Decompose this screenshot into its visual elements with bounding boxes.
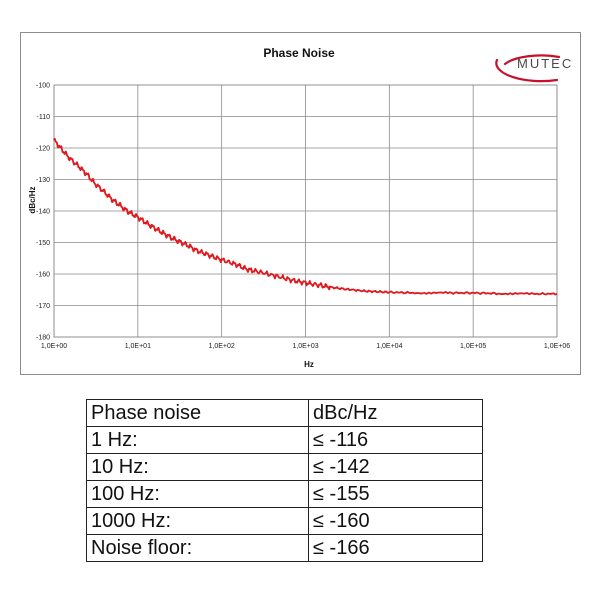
table-cell: ≤ -160 — [308, 507, 483, 535]
tick-labels: -100-110-120-130-140-150-160-170-1801,0E… — [36, 83, 570, 351]
y-tick-label: -110 — [37, 114, 51, 121]
table-cell: 100 Hz: — [86, 480, 309, 508]
y-tick-label: -150 — [36, 240, 50, 247]
logo-swoosh-bottom — [495, 58, 559, 83]
table-row: 1 Hz: ≤ -116 — [86, 426, 483, 454]
logo-swoosh-top — [503, 54, 561, 66]
table-cell: 1 Hz: — [86, 426, 309, 454]
table-cell: 10 Hz: — [86, 453, 309, 481]
x-tick-label: 1,0E+02 — [209, 343, 235, 350]
x-tick-label: 1,0E+04 — [376, 343, 402, 350]
table-cell: 1000 Hz: — [86, 507, 309, 535]
table-cell: Phase noise — [86, 399, 309, 427]
table-row: 100 Hz: ≤ -155 — [86, 480, 483, 508]
table-cell: dBc/Hz — [308, 399, 483, 427]
y-tick-label: -180 — [36, 335, 50, 342]
y-tick-label: -120 — [36, 146, 50, 153]
table-cell: ≤ -155 — [308, 480, 483, 508]
table-cell: ≤ -166 — [308, 534, 483, 562]
y-axis-title: dBc/Hz — [28, 186, 37, 213]
x-tick-label: 1,0E+01 — [125, 343, 151, 350]
x-axis-title: Hz — [304, 360, 314, 369]
table-cell: Noise floor: — [86, 534, 309, 562]
y-tick-label: -160 — [36, 272, 50, 279]
table-row: Noise floor: ≤ -166 — [86, 534, 483, 562]
plot-border — [53, 84, 558, 338]
chart-title: Phase Noise — [263, 46, 335, 60]
brand-name: MUTEC — [517, 56, 573, 71]
phase-noise-chart: Phase Noise MUTEC -100 -110 -120 -130 -140 -1… — [28, 46, 573, 369]
table-row: 10 Hz: ≤ -142 — [86, 453, 483, 481]
series-line — [53, 137, 558, 296]
x-tick-label: 1,0E+03 — [292, 343, 318, 350]
table-row: 1000 Hz: ≤ -160 — [86, 507, 483, 535]
table-cell: ≤ -142 — [308, 453, 483, 481]
grid — [53, 84, 558, 338]
mutec-logo: MUTEC — [495, 54, 573, 83]
x-tick-label: 1,0E+00 — [41, 343, 67, 350]
y-tick-label: -100 — [36, 83, 50, 90]
y-tick-label: -130 — [36, 177, 50, 184]
x-tick-label: 1,0E+06 — [544, 343, 570, 350]
series — [53, 137, 558, 296]
table-cell: ≤ -116 — [308, 426, 483, 454]
table-row: Phase noise dBc/Hz — [86, 399, 483, 427]
y-tick-label: -140 — [36, 209, 50, 216]
y-tick-label: -170 — [36, 303, 50, 310]
x-tick-label: 1,0E+05 — [460, 343, 486, 350]
chart-container: Phase Noise MUTEC -100 -110 -120 -130 -140 -1… — [20, 32, 581, 375]
phase-noise-spec-table: Phase noise dBc/Hz 1 Hz: ≤ -116 10 Hz: ≤… — [86, 399, 483, 562]
